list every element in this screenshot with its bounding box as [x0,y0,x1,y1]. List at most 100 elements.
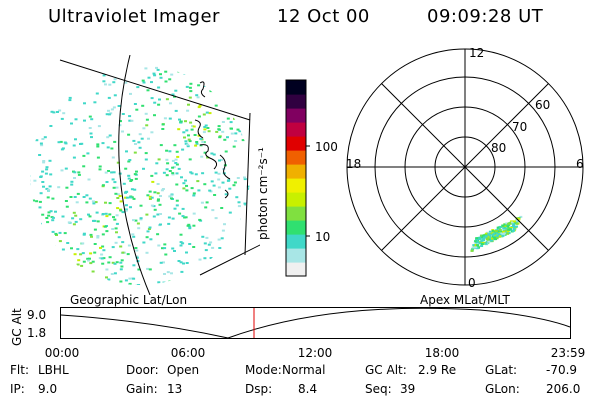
emission-pixel [240,119,244,122]
emission-pixel [159,261,163,264]
emission-pixel [178,118,181,121]
emission-pixel [218,247,222,249]
emission-pixel [171,93,175,96]
emission-pixel [80,264,84,267]
coastline [224,189,229,199]
colorbar-band [286,136,306,151]
emission-pixel [195,142,199,145]
emission-pixel [252,222,255,224]
coastline [199,144,218,170]
emission-pixel [168,195,172,198]
emission-pixel [144,67,148,70]
emission-pixel [168,117,172,120]
emission-pixel [132,235,136,238]
latitude-line [199,244,260,276]
emission-pixel [68,268,71,271]
emission-pixel [119,268,123,271]
emission-pixel [513,222,517,224]
emission-pixel [214,217,218,220]
emission-pixel [242,73,246,76]
coastline [194,119,204,139]
emission-pixel [243,102,247,105]
emission-pixel [476,241,480,244]
emission-pixel [509,221,513,224]
emission-pixel [54,86,58,89]
emission-pixel [121,113,125,115]
emission-pixel [150,81,153,84]
emission-pixel [119,120,122,123]
emission-pixel [68,96,72,99]
emission-pixel [62,112,66,115]
emission-pixel [201,67,205,70]
emission-pixel [226,117,230,120]
emission-pixel [48,100,52,103]
emission-pixel [210,70,214,73]
gc-alt-axis-label: GC Alt [10,308,24,346]
emission-pixel [61,270,65,273]
emission-pixel [187,138,191,141]
emission-pixel [235,196,239,199]
emission-pixel [90,136,93,139]
emission-pixel [40,144,44,147]
emission-pixel [79,69,83,71]
emission-pixel [60,117,64,120]
emission-pixel [148,195,152,198]
emission-pixel [220,237,224,240]
emission-pixel [135,108,139,111]
colorbar-band [286,164,306,179]
emission-pixel [259,82,260,84]
gc-alt-tick-min: 1.8 [27,326,47,340]
emission-pixel [251,200,254,202]
emission-pixel [184,140,188,143]
emission-pixel [134,219,138,222]
emission-pixel [233,117,236,120]
emission-pixel [105,230,109,233]
emission-pixel [87,259,90,262]
emission-pixel [115,222,119,225]
emission-pixel [113,218,117,221]
emission-pixel [511,221,515,224]
emission-pixel [134,177,138,180]
emission-pixel [94,201,98,204]
emission-pixel [109,112,113,115]
emission-pixel [116,161,120,164]
emission-pixel [148,226,152,229]
emission-pixel [70,247,73,250]
emission-pixel [132,139,136,142]
gain-label: Gain: [126,382,158,396]
emission-pixel [115,261,119,264]
emission-pixel [237,205,241,208]
dsp-label: Dsp: [245,382,273,396]
emission-pixel [186,109,190,112]
emission-pixel [110,147,114,150]
emission-pixel [179,56,182,58]
emission-pixel [190,172,194,175]
emission-pixel [138,133,142,136]
emission-pixel [245,78,249,81]
emission-pixel [41,138,45,140]
emission-pixel [160,289,163,291]
emission-pixel [121,130,124,133]
emission-pixel [245,252,249,255]
emission-pixel [113,262,117,265]
emission-pixel [68,99,72,102]
emission-pixel [74,220,78,223]
emission-pixel [188,227,192,230]
emission-pixel [88,282,92,285]
emission-pixel [128,196,132,199]
emission-pixel [192,224,196,227]
emission-pixel [159,76,163,79]
emission-pixel [232,57,235,59]
coastline [219,154,231,180]
emission-pixel [216,84,220,87]
colorbar-tick-100: 100 [315,140,338,154]
emission-pixel [135,255,139,258]
emission-pixel [37,275,41,278]
glat-value: -70.9 [546,363,578,377]
emission-pixel [32,199,35,202]
colorbar-band [286,234,306,249]
emission-pixel [251,194,254,196]
emission-pixel [175,183,179,186]
emission-pixel [150,174,154,177]
emission-pixel [175,204,179,207]
